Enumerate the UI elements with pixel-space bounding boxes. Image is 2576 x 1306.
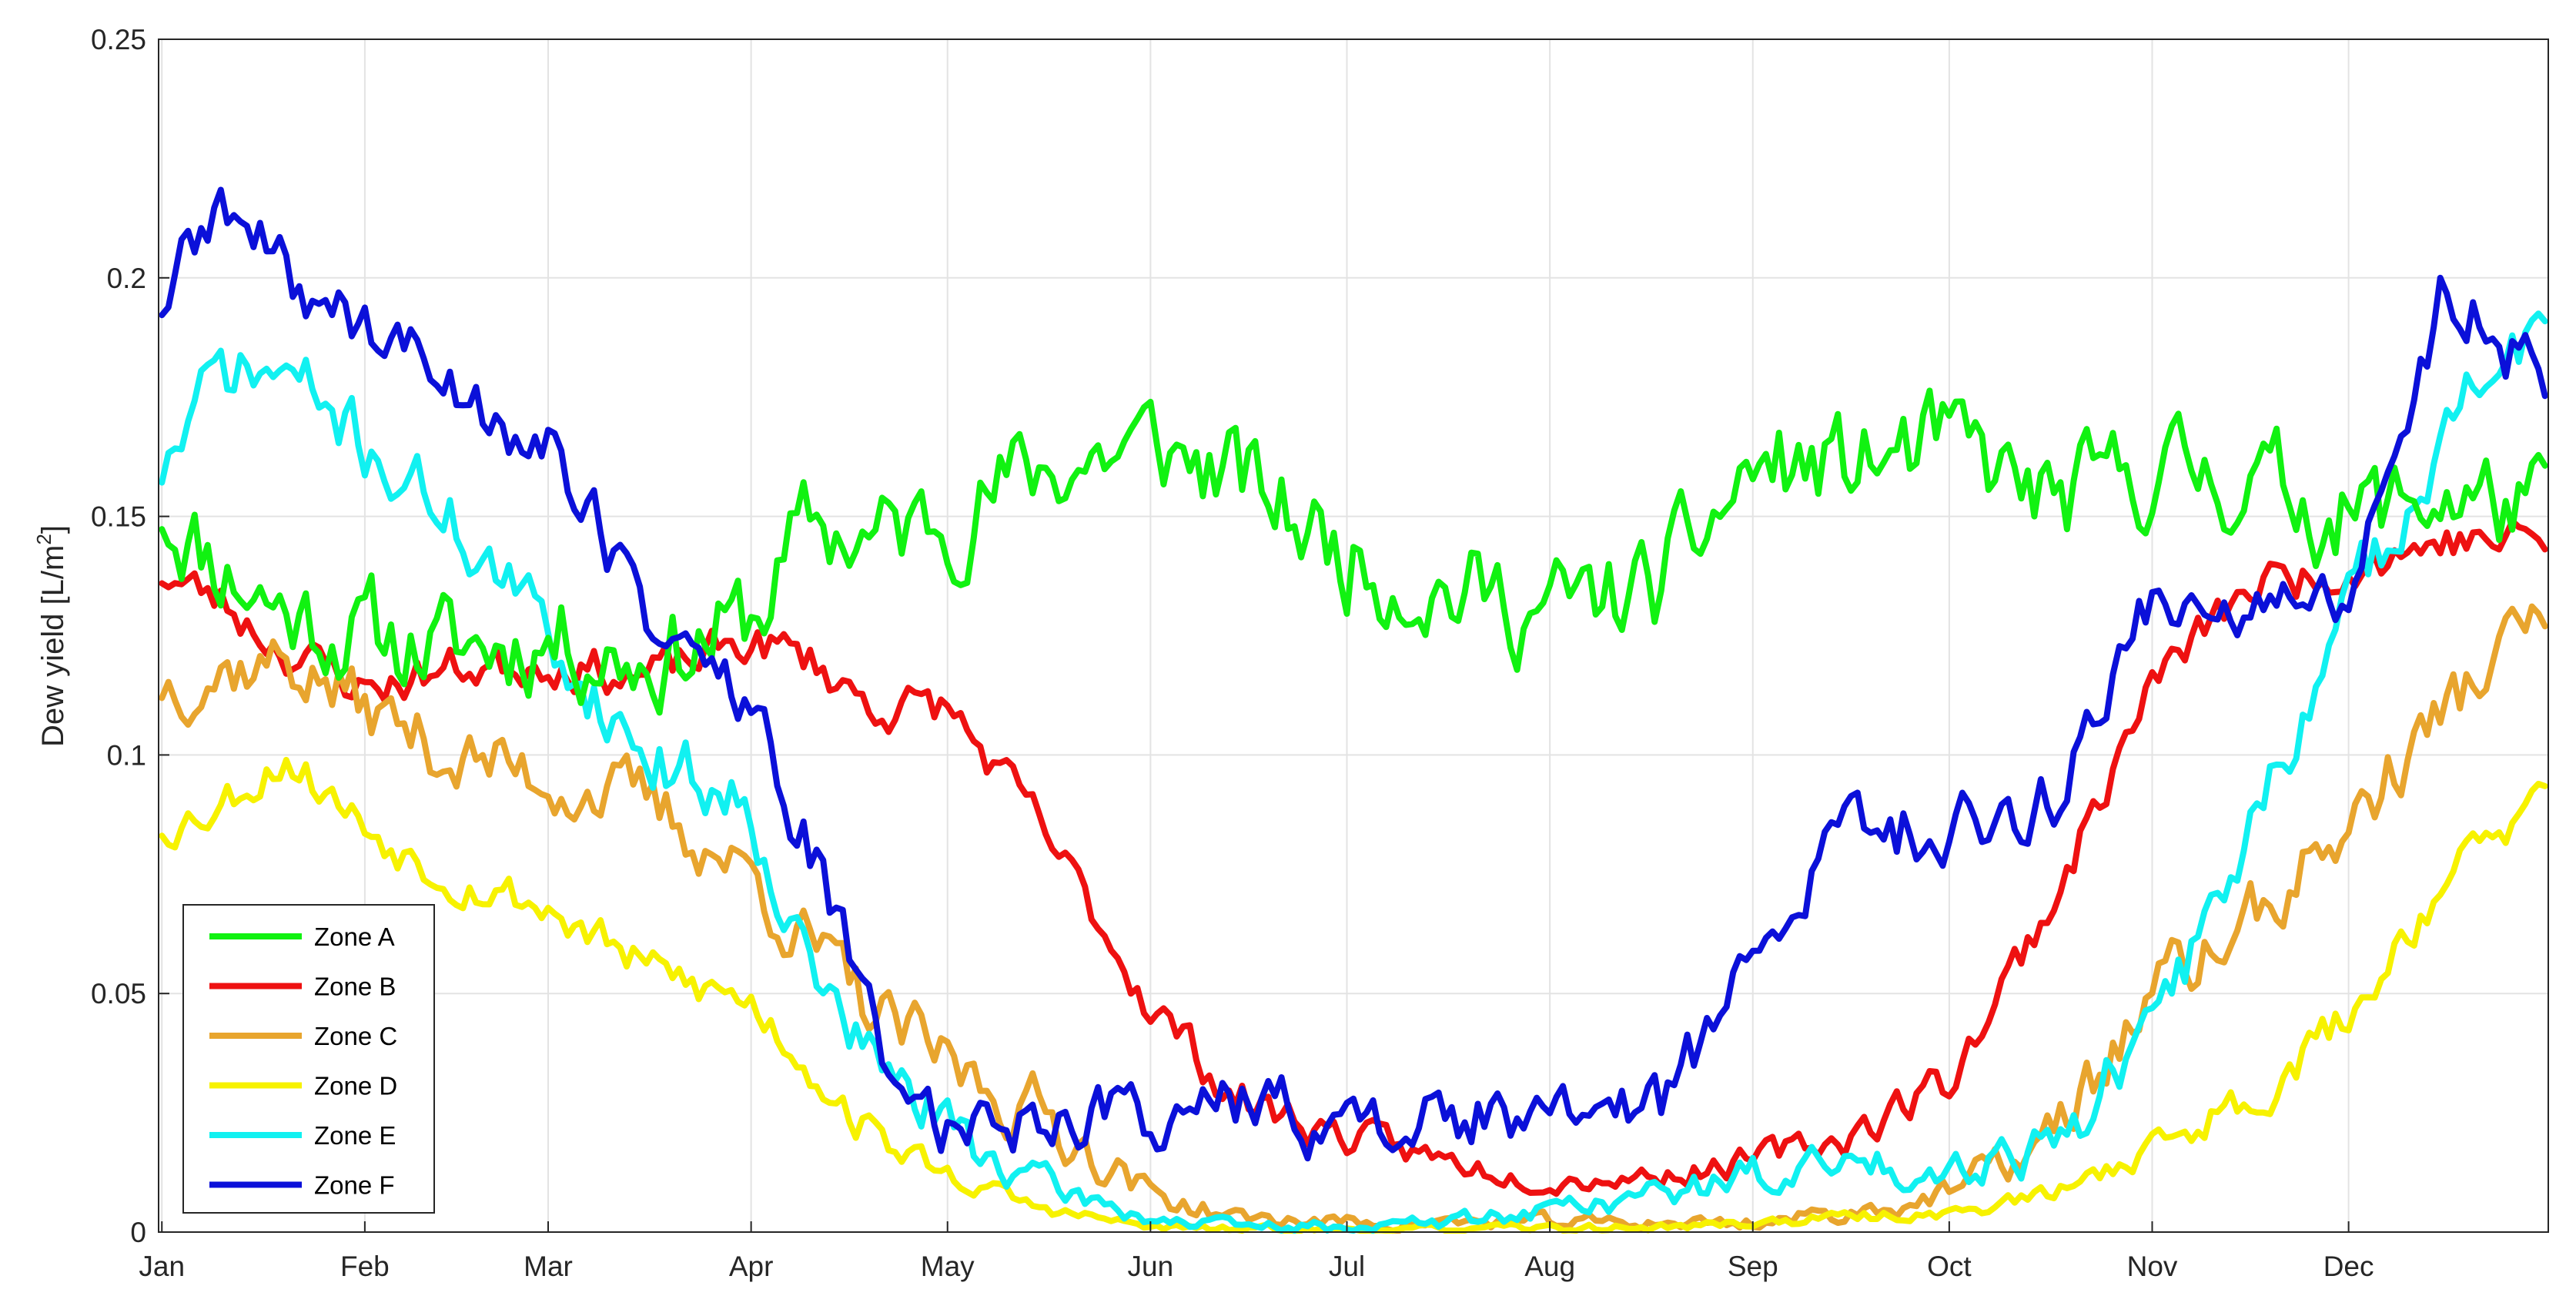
x-tick-label: May <box>921 1251 975 1282</box>
y-tick-label: 0.05 <box>91 978 146 1010</box>
x-tick-label: Jan <box>139 1251 185 1282</box>
x-tick-label: Jul <box>1329 1251 1365 1282</box>
series-line-zone-c <box>159 603 2548 1234</box>
y-tick-label: 0 <box>130 1217 146 1248</box>
series-line-zone-f <box>159 186 2548 1162</box>
x-tick-label: Aug <box>1524 1251 1575 1282</box>
plot-frame <box>158 39 2549 1233</box>
x-tick-label: Nov <box>2127 1251 2178 1282</box>
legend-box <box>182 904 435 1214</box>
grid-lines <box>159 39 2548 1232</box>
legend: Zone A Zone B Zone C Zone D Zone E Zone F <box>182 904 435 1214</box>
legend-label: Zone E <box>314 1121 396 1150</box>
x-tick-label: Oct <box>1927 1251 1972 1282</box>
y-tick-label: 0.1 <box>107 739 146 771</box>
series-line-zone-e <box>159 310 2548 1234</box>
legend-label: Zone C <box>314 1022 397 1050</box>
y-tick-label: 0.15 <box>91 501 146 533</box>
legend-label: Zone B <box>314 973 396 1001</box>
y-axis-ticks: 0 0.05 0.1 0.15 0.2 0.25 <box>91 24 169 1248</box>
legend-label: Zone F <box>314 1171 395 1200</box>
x-axis-ticks: Jan Feb Mar Apr May Jun Jul Aug Sep Oct Nov Dec <box>139 1221 2374 1282</box>
legend-label: Zone A <box>314 923 395 951</box>
y-axis-label-superscript: 2 <box>32 534 55 544</box>
y-axis-label-end: ] <box>36 525 70 534</box>
y-axis-label: Dew yield [L/m2] <box>32 525 70 747</box>
y-tick-label: 0.2 <box>107 263 146 294</box>
x-tick-label: Jun <box>1128 1251 1174 1282</box>
legend-label: Zone D <box>314 1072 397 1100</box>
series-line-zone-b <box>159 517 2548 1197</box>
x-tick-label: Apr <box>729 1251 774 1282</box>
x-tick-label: Mar <box>524 1251 573 1282</box>
series-lines <box>159 186 2548 1234</box>
x-tick-label: Feb <box>340 1251 390 1282</box>
x-tick-label: Dec <box>2323 1251 2374 1282</box>
y-axis-label-text: Dew yield [L/m <box>36 545 70 747</box>
series-line-zone-a <box>159 387 2548 716</box>
x-tick-label: Sep <box>1728 1251 1778 1282</box>
y-tick-label: 0.25 <box>91 24 146 55</box>
